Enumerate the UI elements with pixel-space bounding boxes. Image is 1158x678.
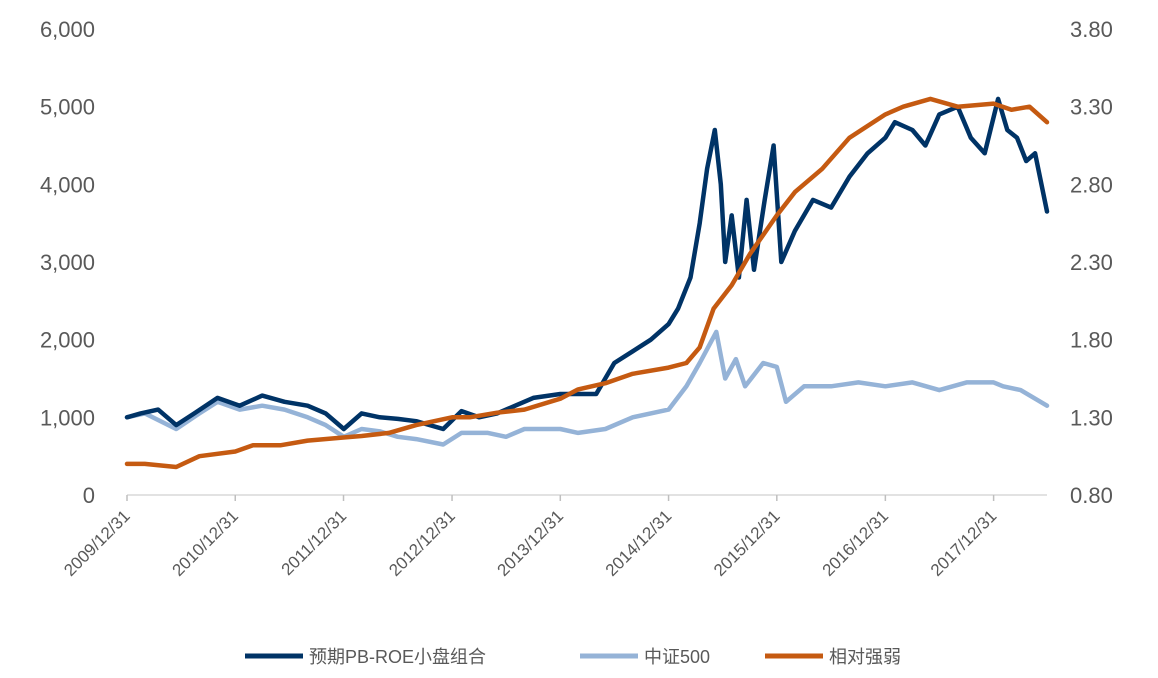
left-tick-label: 2,000 <box>40 328 95 353</box>
left-tick-label: 1,000 <box>40 405 95 430</box>
right-tick-label: 1.80 <box>1070 328 1113 353</box>
left-tick-label: 3,000 <box>40 250 95 275</box>
right-tick-label: 3.80 <box>1070 17 1113 42</box>
x-tick-label: 2010/12/31 <box>168 506 242 580</box>
x-tick-label: 2016/12/31 <box>819 506 893 580</box>
series-line <box>124 96 1050 470</box>
x-tick-label: 2015/12/31 <box>710 506 784 580</box>
series-layer <box>124 96 1050 470</box>
x-tick-label: 2013/12/31 <box>494 506 568 580</box>
right-tick-label: 2.80 <box>1070 172 1113 197</box>
left-axis-ticks: 0 1,000 2,000 3,000 4,000 5,000 6,000 <box>40 17 95 508</box>
right-tick-label: 0.80 <box>1070 483 1113 508</box>
legend: 预期PB-ROE小盘组合 中证500 相对强弱 <box>245 647 901 667</box>
right-axis-ticks: 0.80 1.30 1.80 2.30 2.80 3.30 3.80 <box>1070 17 1113 508</box>
x-axis-ticks: 2009/12/31 2010/12/31 2011/12/31 2012/12/31… <box>60 495 1000 580</box>
left-tick-label: 0 <box>83 483 95 508</box>
x-tick-label: 2012/12/31 <box>385 506 459 580</box>
left-tick-label: 4,000 <box>40 172 95 197</box>
left-tick-label: 6,000 <box>40 17 95 42</box>
series-line <box>124 96 1050 432</box>
right-tick-label: 1.30 <box>1070 405 1113 430</box>
x-tick-label: 2017/12/31 <box>927 506 1001 580</box>
x-tick-label: 2009/12/31 <box>60 506 134 580</box>
series-line <box>124 329 1050 447</box>
x-tick-label: 2011/12/31 <box>278 506 351 579</box>
left-tick-label: 5,000 <box>40 95 95 120</box>
legend-label: 中证500 <box>644 647 710 667</box>
legend-label: 相对强弱 <box>829 647 901 667</box>
right-tick-label: 3.30 <box>1070 95 1113 120</box>
x-tick-label: 2014/12/31 <box>602 506 676 580</box>
right-tick-label: 2.30 <box>1070 250 1113 275</box>
legend-label: 预期PB-ROE小盘组合 <box>309 647 486 667</box>
